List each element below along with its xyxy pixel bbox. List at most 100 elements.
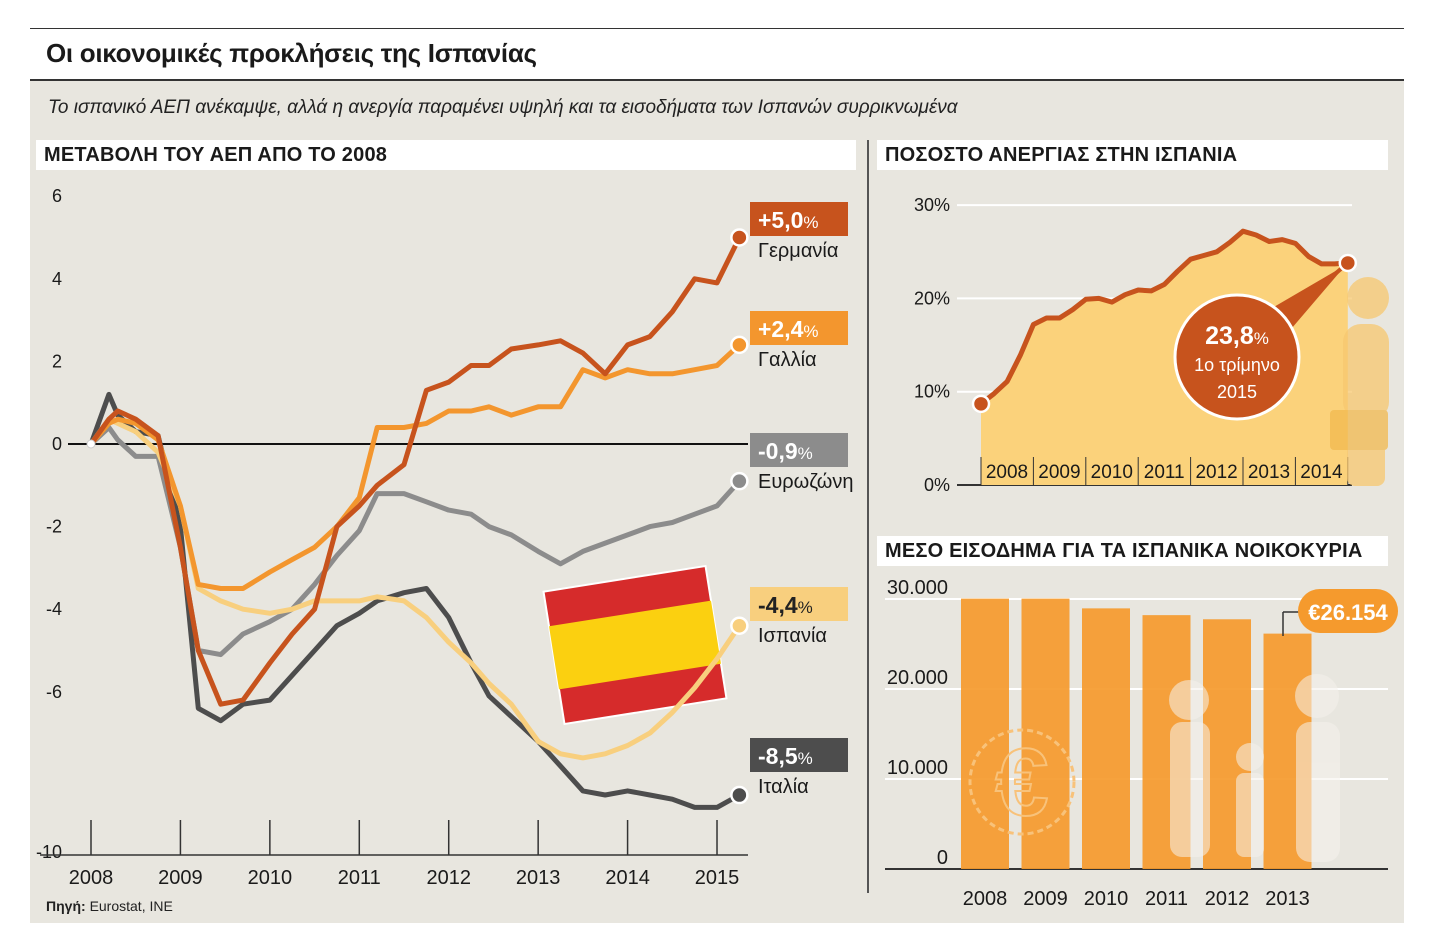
- x-tick-label: 2010: [1084, 888, 1129, 910]
- end-value-france: +2,4%: [758, 316, 819, 342]
- x-tick-label: 2012: [1205, 888, 1250, 910]
- x-tick-label: 2012: [1195, 462, 1237, 483]
- x-tick-label: 2014: [1300, 462, 1343, 483]
- y-tick-label: 0: [52, 434, 62, 454]
- x-tick-label: 2009: [158, 867, 203, 889]
- y-tick-label: 20.000: [887, 667, 948, 689]
- end-value-unit: %: [798, 598, 813, 617]
- x-tick-label: 2010: [248, 867, 293, 889]
- end-point: [1338, 253, 1358, 273]
- euro-icon: €: [968, 728, 1076, 837]
- end-value-number: -8,5: [758, 743, 798, 769]
- y-tick-label: -2: [46, 517, 62, 537]
- bar-2010: [1082, 608, 1130, 869]
- legend-italy: Ιταλία: [758, 776, 809, 798]
- y-tick-label: 10.000: [887, 757, 948, 779]
- title-rule: [30, 79, 1404, 81]
- family-adult1-head: [1169, 680, 1209, 720]
- end-label-box-germany: [750, 202, 848, 236]
- x-tick-label: 2008: [986, 462, 1028, 483]
- page-title: Οι οικονομικές προκλήσεις της Ισπανίας: [46, 38, 537, 68]
- callout-year: 2015: [1217, 382, 1257, 402]
- x-tick-label: 2013: [1265, 888, 1310, 910]
- y-tick-label: -10: [36, 842, 62, 862]
- callout-value: 23,8%: [1205, 322, 1269, 350]
- person-head: [1347, 277, 1389, 319]
- end-value-italy: -8,5%: [758, 743, 813, 769]
- end-label-box-spain: [750, 587, 848, 621]
- y-tick-label: 4: [52, 269, 62, 289]
- y-tick-label: 30%: [914, 195, 950, 215]
- end-value-unit: %: [803, 213, 818, 232]
- y-tick-label: 0: [937, 847, 948, 869]
- family-adult2-body: [1296, 722, 1340, 862]
- callout-number: 23,8: [1205, 322, 1254, 350]
- income-callout-value: €26.154: [1308, 600, 1388, 625]
- family-adult1-body: [1170, 722, 1210, 857]
- end-point-spain: [730, 616, 749, 635]
- x-tick-label: 2009: [1038, 462, 1080, 483]
- person-briefcase: [1330, 410, 1388, 450]
- line-germany: [88, 235, 742, 707]
- income-chart-title: ΜΕΣΟ ΕΙΣΟΔΗΜΑ ΓΙΑ ΤΑ ΙΣΠΑΝΙΚΑ ΝΟΙΚΟΚΥΡΙΑ: [877, 536, 1388, 566]
- person-body: [1343, 324, 1389, 420]
- legend-germany: Γερμανία: [758, 240, 838, 262]
- family-child-body: [1236, 773, 1264, 857]
- income-callout-pill: [1298, 589, 1398, 633]
- x-tick-label: 2010: [1091, 462, 1133, 483]
- legend-eurozone: Ευρωζώνη: [758, 471, 854, 493]
- person-silhouette: [1330, 277, 1389, 486]
- x-tick-label: 2008: [69, 867, 114, 889]
- x-tick-label: 2012: [426, 867, 471, 889]
- line-france: [88, 342, 742, 591]
- end-label-box-eurozone: [750, 433, 848, 467]
- end-value-unit: %: [803, 322, 818, 341]
- end-value-number: -4,4: [758, 592, 798, 618]
- gdp-chart-title: ΜΕΤΑΒΟΛΗ ΤΟΥ ΑΕΠ ΑΠΟ ΤΟ 2008: [36, 140, 856, 170]
- end-value-unit: %: [798, 444, 813, 463]
- x-tick-label: 2009: [1023, 888, 1068, 910]
- source-note: Πηγή: Eurostat, INE: [46, 898, 173, 914]
- y-tick-label: -6: [46, 682, 62, 702]
- unemployment-area: [981, 231, 1348, 485]
- end-point-eurozone: [730, 471, 749, 491]
- flag-yellow-band: [549, 600, 721, 690]
- end-point-france: [730, 335, 749, 355]
- start-point: [971, 394, 991, 414]
- euro-symbol: €: [995, 729, 1048, 836]
- y-tick-label: -4: [46, 599, 62, 619]
- spain-flag: [542, 564, 728, 726]
- euro-coin-rim: [968, 728, 1076, 836]
- source-text: Eurostat, INE: [89, 898, 173, 914]
- y-tick-label: 30.000: [887, 577, 948, 599]
- unemployment-line: [979, 228, 1348, 406]
- end-point-germany: [730, 228, 749, 247]
- unemployment-chart-title: ΠΟΣΟΣΤΟ ΑΝΕΡΓΙΑΣ ΣΤΗΝ ΙΣΠΑΝΙΑ: [877, 140, 1388, 170]
- end-value-eurozone: -0,9%: [758, 438, 813, 464]
- end-value-unit: %: [798, 749, 813, 768]
- x-tick-label: 2011: [338, 867, 381, 889]
- y-tick-label: 10%: [914, 382, 950, 402]
- legend-spain: Ισπανία: [758, 625, 827, 647]
- callout-circle: [1173, 293, 1301, 421]
- end-value-spain: -4,4%: [758, 592, 813, 618]
- y-tick-label: 2: [52, 351, 62, 371]
- x-tick-label: 2008: [963, 888, 1008, 910]
- y-tick-label: 20%: [914, 288, 950, 308]
- callout-unit: %: [1254, 329, 1269, 348]
- end-point-italy: [730, 785, 749, 805]
- bar-2009: [1021, 598, 1070, 869]
- callout-period: 1ο τρίμηνο: [1194, 355, 1280, 375]
- legend-france: Γαλλία: [758, 349, 817, 371]
- end-label-box-france: [750, 311, 848, 345]
- line-italy: [88, 391, 742, 810]
- start-point: [86, 439, 96, 449]
- source-label: Πηγή:: [46, 898, 86, 914]
- page-subtitle: Το ισπανικό ΑΕΠ ανέκαμψε, αλλά η ανεργία…: [48, 97, 958, 118]
- panel-divider: [867, 140, 869, 893]
- top-rule: [30, 28, 1404, 29]
- family-icon: [1169, 674, 1340, 862]
- end-label-box-italy: [750, 738, 848, 772]
- x-tick-label: 2011: [1144, 462, 1185, 483]
